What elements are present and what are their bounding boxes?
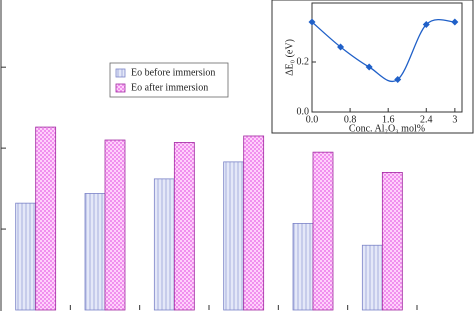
bar [381,172,403,311]
x-tick-label: 2.4 [420,114,433,125]
bar [361,244,383,311]
y-axis-label: ΔE₀ (eV) [284,39,295,76]
marker [422,21,430,28]
marker [451,18,459,26]
marker [394,76,402,83]
x-tick-label: 1.6 [382,114,395,125]
legend-label: Eo before immersion [131,67,215,78]
x-axis-label: Conc. Al₂O₃ mol% [349,123,425,134]
bar [223,161,245,311]
x-tick-label: 0.8 [344,114,357,125]
bar [292,222,314,311]
inset-frame [271,0,474,134]
y-tick-label: 0.0 [297,106,310,117]
y-tick-label: 0.2 [297,56,310,67]
marker [308,18,316,26]
marker [365,63,373,71]
bar [173,142,195,311]
x-tick-label: 0.0 [306,114,319,125]
bar [84,193,106,311]
plot-frame [311,2,463,113]
legend-box [109,62,229,98]
bar [104,139,126,311]
x-tick-label: 3 [452,114,457,125]
bar [312,151,334,311]
bar [35,126,57,311]
legend-swatch [115,68,126,78]
bar [243,135,265,311]
marker [337,43,345,51]
legend-label: Eo after immersion [131,82,208,93]
bar [153,178,175,311]
legend-swatch [115,83,126,93]
bar [15,202,37,311]
